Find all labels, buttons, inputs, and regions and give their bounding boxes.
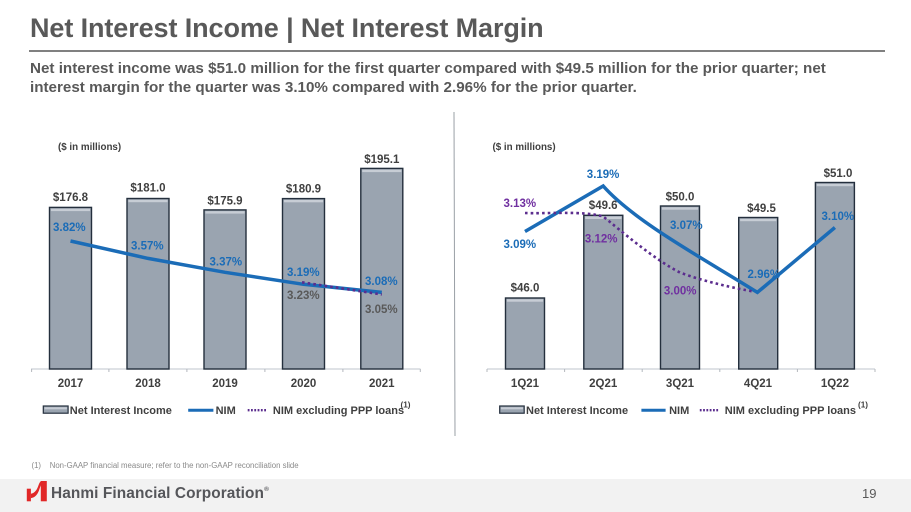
svg-text:2021: 2021 <box>369 378 395 390</box>
svg-text:$49.6: $49.6 <box>589 200 618 212</box>
svg-text:1Q21: 1Q21 <box>511 378 540 390</box>
svg-text:$176.8: $176.8 <box>53 192 89 204</box>
svg-text:1Q22: 1Q22 <box>821 378 849 390</box>
svg-text:3.12%: 3.12% <box>585 234 618 246</box>
svg-text:3.82%: 3.82% <box>53 222 86 234</box>
svg-text:$49.5: $49.5 <box>747 203 776 215</box>
svg-text:($ in millions): ($ in millions) <box>493 142 556 153</box>
svg-text:Net Interest Income: Net Interest Income <box>526 405 628 417</box>
svg-text:4Q21: 4Q21 <box>744 378 773 390</box>
svg-text:3.13%: 3.13% <box>504 198 537 210</box>
svg-text:$195.1: $195.1 <box>364 154 400 166</box>
svg-text:(1): (1) <box>401 401 411 410</box>
svg-text:($ in millions): ($ in millions) <box>58 142 121 153</box>
svg-text:$181.0: $181.0 <box>130 183 165 195</box>
svg-text:NIM excluding PPP loans: NIM excluding PPP loans <box>273 405 404 417</box>
svg-text:2.96%: 2.96% <box>748 269 781 281</box>
svg-text:NIM: NIM <box>216 405 236 417</box>
svg-text:3.08%: 3.08% <box>365 276 398 288</box>
svg-text:$46.0: $46.0 <box>511 283 540 295</box>
svg-text:$175.9: $175.9 <box>207 196 242 208</box>
svg-text:Net Interest Income: Net Interest Income <box>70 405 172 417</box>
svg-text:3.05%: 3.05% <box>365 304 398 316</box>
svg-text:3Q21: 3Q21 <box>666 378 695 390</box>
svg-text:3.57%: 3.57% <box>131 241 164 253</box>
svg-text:3.37%: 3.37% <box>210 257 243 269</box>
svg-text:$180.9: $180.9 <box>286 184 321 196</box>
svg-text:2Q21: 2Q21 <box>589 378 618 390</box>
svg-text:3.00%: 3.00% <box>664 286 697 298</box>
svg-text:$51.0: $51.0 <box>824 168 853 180</box>
svg-text:3.19%: 3.19% <box>287 267 320 279</box>
svg-text:3.19%: 3.19% <box>587 169 620 181</box>
svg-text:2020: 2020 <box>291 378 317 390</box>
svg-text:2018: 2018 <box>135 378 161 390</box>
svg-text:(1): (1) <box>858 401 868 410</box>
svg-text:$50.0: $50.0 <box>666 192 695 204</box>
svg-text:NIM excluding PPP loans: NIM excluding PPP loans <box>725 405 856 417</box>
svg-text:2017: 2017 <box>58 378 84 390</box>
svg-text:2019: 2019 <box>212 378 238 390</box>
svg-text:3.10%: 3.10% <box>822 211 855 223</box>
svg-text:NIM: NIM <box>669 405 689 417</box>
svg-text:3.23%: 3.23% <box>287 290 320 302</box>
svg-text:3.07%: 3.07% <box>670 220 703 232</box>
svg-text:3.09%: 3.09% <box>504 239 537 251</box>
